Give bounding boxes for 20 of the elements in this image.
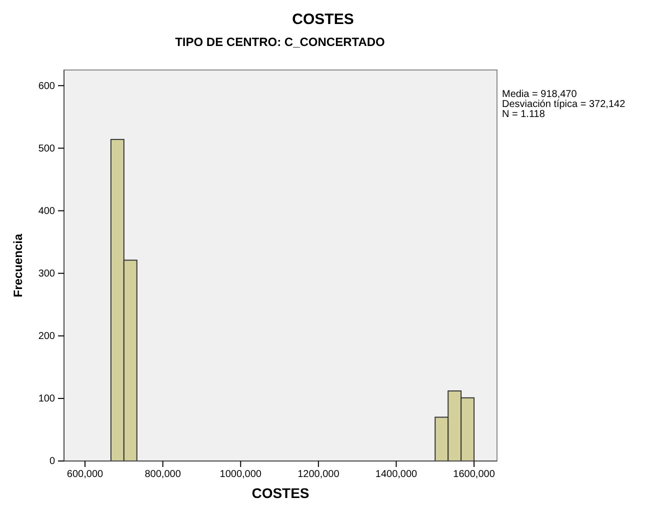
text: N = 1.118 xyxy=(502,109,546,120)
x-tick-label: 1000,000 xyxy=(220,469,262,480)
x-tick-label: 1600,000 xyxy=(453,469,496,480)
y-tick-label: 0 xyxy=(49,456,56,468)
text: Desviación típica = 372,142 xyxy=(502,99,626,110)
y-tick-label: 200 xyxy=(38,331,56,342)
y-tick-label: 100 xyxy=(38,394,56,405)
chart-title: COSTES xyxy=(292,11,354,28)
x-tick-label: 600,000 xyxy=(66,469,104,480)
x-axis-title: COSTES xyxy=(252,485,310,501)
y-axis-title: Frecuencia xyxy=(11,234,25,298)
y-tick-label: 400 xyxy=(38,206,56,217)
y-tick-label: 500 xyxy=(38,143,56,154)
x-tick-label: 800,000 xyxy=(144,469,182,480)
y-tick-label: 600 xyxy=(38,80,56,92)
x-tick-label: 1400,000 xyxy=(375,469,418,480)
y-tick-label: 300 xyxy=(38,268,56,280)
chart-subtitle: TIPO DE CENTRO: C_CONCERTADO xyxy=(175,35,385,49)
x-tick-label: 1200,000 xyxy=(298,469,340,480)
text: Media = 918,470 xyxy=(502,89,578,100)
